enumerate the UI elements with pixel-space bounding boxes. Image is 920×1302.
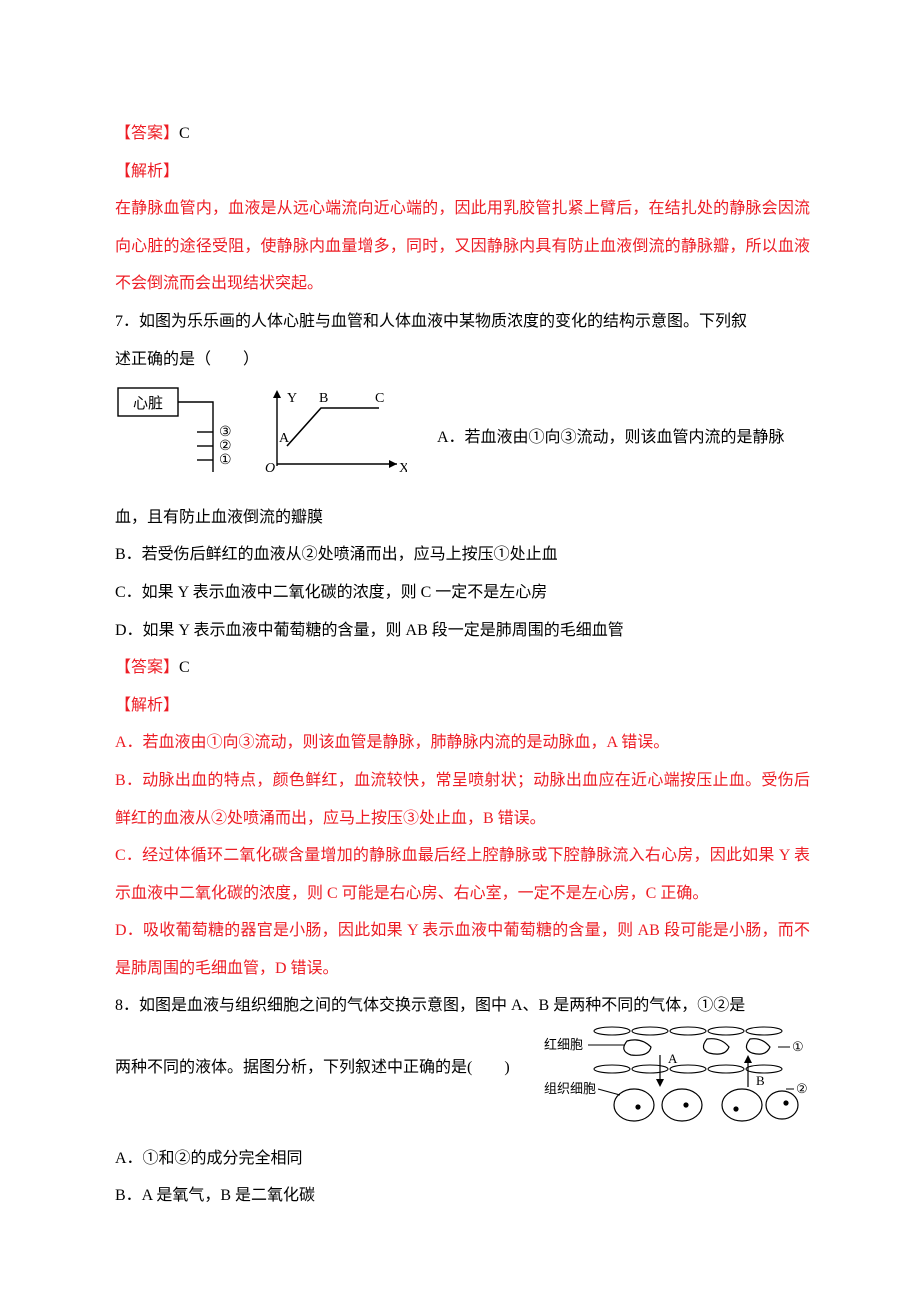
q7-figure-row: 心脏 ③ ② ① Y X O A B C (115, 384, 810, 491)
q7-opt-c: C．如果 Y 表示血液中二氧化碳的浓度，则 C 一定不是左心房 (115, 574, 810, 612)
lbl-tissuecell: 组织细胞 (544, 1081, 596, 1096)
q7-opt-a-head: A．若血液由①向③流动，则该血管内流的是静脉 (437, 419, 785, 457)
q6-answer: 【答案】C (115, 115, 810, 153)
lbl-b: B (756, 1073, 765, 1088)
q7-opt-b: B．若受伤后鲜红的血液从②处喷涌而出，应马上按压①处止血 (115, 536, 810, 574)
q7-exp-d: D．吸收葡萄糖的器官是小肠，因此如果 Y 表示血液中葡萄糖的含量，则 AB 段可… (115, 912, 810, 987)
branch-1: ① (219, 453, 232, 468)
q8-opt-a: A．①和②的成分完全相同 (115, 1140, 810, 1178)
heart-box-label: 心脏 (133, 395, 163, 412)
q8-opt-b: B．A 是氧气，B 是二氧化碳 (115, 1177, 810, 1215)
q8-stem-1: 8．如图是血液与组织细胞之间的气体交换示意图，图中 A、B 是两种不同的气体，①… (115, 987, 810, 1025)
branch-2: ② (219, 439, 232, 454)
pt-b: B (319, 391, 328, 406)
pt-a: A (279, 431, 290, 446)
origin: O (265, 461, 275, 476)
q6-explain-label: 【解析】 (115, 153, 810, 191)
q6-answer-value: C (179, 125, 190, 142)
q7-graph-diagram: Y X O A B C (257, 384, 407, 491)
q7-stem-1: 7．如图为乐乐画的人体心脏与血管和人体血液中某物质浓度的变化的结构示意图。下列叙 (115, 303, 810, 341)
pt-c: C (375, 391, 384, 406)
lbl-2: ② (796, 1081, 808, 1096)
lbl-a: A (668, 1051, 678, 1066)
q7-heart-diagram: 心脏 ③ ② ① (115, 384, 235, 491)
q6-answer-label: 【答案】 (115, 125, 179, 142)
q7-exp-b: B．动脉出血的特点，颜色鲜红，血流较快，常呈喷射状；动脉出血应在近心端按压止血。… (115, 762, 810, 837)
lbl-redcell: 红细胞 (544, 1037, 583, 1052)
q7-stem-2: 述正确的是（ ） (115, 341, 810, 379)
q7-explain-label: 【解析】 (115, 687, 810, 725)
q6-explain-body: 在静脉血管内，血液是从远心端流向近心端的，因此用乳胶管扎紧上臂后，在结扎处的静脉… (115, 190, 810, 303)
q7-exp-a: A．若血液由①向③流动，则该血管是静脉，肺静脉内流的是动脉血，A 错误。 (115, 724, 810, 762)
q8-cells-diagram: 红细胞 组织细胞 A B ① ② (542, 1025, 810, 1140)
q7-exp-c: C．经过体循环二氧化碳含量增加的静脉血最后经上腔静脉或下腔静脉流入右心房，因此如… (115, 837, 810, 912)
q7-answer-label: 【答案】 (115, 659, 179, 676)
axis-y: Y (287, 391, 297, 406)
lbl-1: ① (792, 1039, 804, 1054)
branch-3: ③ (219, 425, 232, 440)
axis-x: X (399, 461, 407, 476)
q7-opt-a-cont: 血，且有防止血液倒流的瓣膜 (115, 499, 810, 537)
q7-answer: 【答案】C (115, 649, 810, 687)
q7-answer-value: C (179, 659, 190, 676)
q7-opt-d: D．如果 Y 表示血液中葡萄糖的含量，则 AB 段一定是肺周围的毛细血管 (115, 612, 810, 650)
